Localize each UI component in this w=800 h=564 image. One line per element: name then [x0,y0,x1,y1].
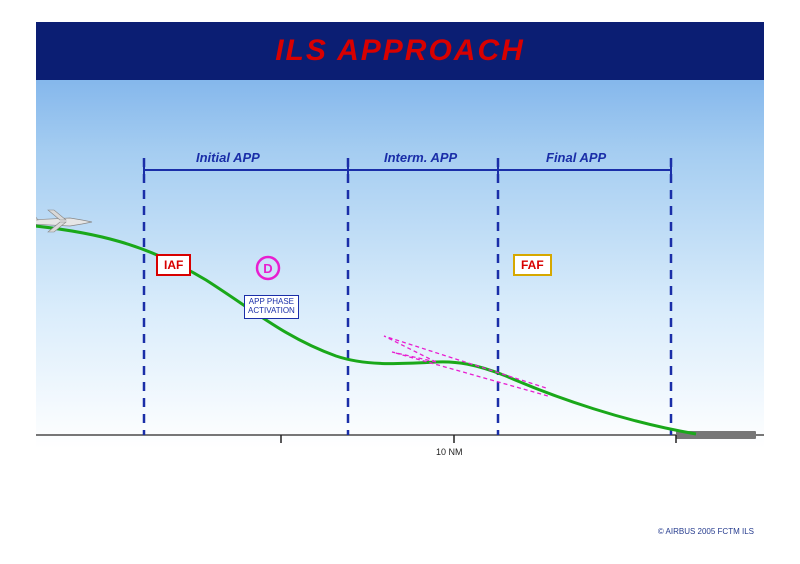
phase-verticals [144,158,671,435]
app-box-line2: ACTIVATION [248,307,295,316]
iaf-badge: IAF [156,254,191,276]
footnote: © AIRBUS 2005 FCTM ILS [658,527,754,536]
slide-title: ILS APPROACH [275,34,525,68]
slide-frame: ILS APPROACH [36,22,764,542]
faf-badge: FAF [513,254,552,276]
svg-text:D: D [263,261,272,276]
app-phase-box: APP PHASE ACTIVATION [244,295,299,319]
title-bar: ILS APPROACH [36,22,764,80]
phase-label-interm: Interm. APP [384,150,457,165]
flight-path [36,225,696,434]
decel-marker: D [257,257,279,279]
missed-approach-path [384,336,548,396]
phase-label-initial: Initial APP [196,150,260,165]
ground-ticks [281,435,676,443]
ground-tick-label-1: 10 NM [436,447,463,457]
phase-label-final: Final APP [546,150,606,165]
